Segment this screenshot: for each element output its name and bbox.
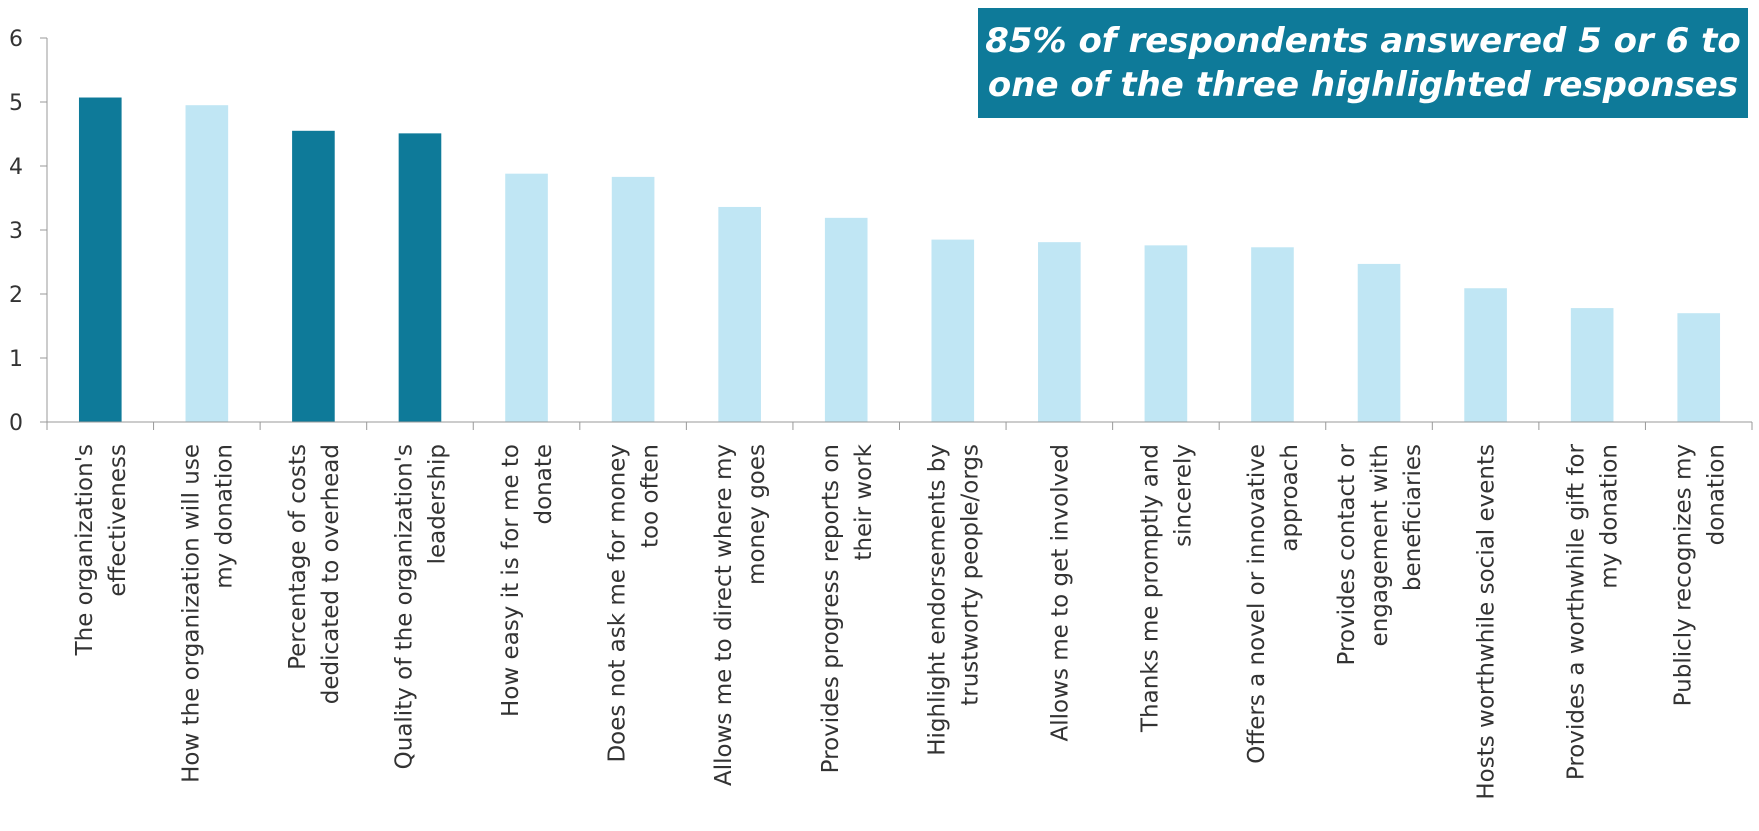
bars [78,97,1721,423]
x-tick-label: Hosts worthwhile social events [1474,444,1500,800]
x-tick-label: Provides progress reports on their work [818,443,877,773]
x-tick-label: How easy it is for me to donate [498,444,557,717]
bar [1357,263,1401,422]
y-tick-label: 4 [9,155,23,180]
y-axis: 0 1 2 3 4 5 6 [9,27,48,436]
bar [1464,288,1507,422]
y-tick-label: 1 [9,347,23,372]
bar [78,97,122,423]
bar [1677,313,1721,422]
x-tick-label: Allows me to direct where my money goes [711,444,770,786]
x-tick-label: Allows me to get involved [1047,444,1073,741]
x-tick-label: Thanks me promptly and sincerely [1137,444,1196,733]
callout-line-1: 85% of respondents answered 5 or 6 to [985,21,1741,61]
x-tick-label: The organization's effectiveness [72,444,131,656]
bar [505,173,548,422]
bar [611,176,655,422]
bar [718,206,761,422]
bar [398,133,442,423]
bar [292,130,335,423]
y-tick-label: 3 [9,219,23,244]
x-tick-label: Highlight endorsements by trustworty peop… [924,444,983,756]
x-tick-label: Provides contact or engagement with benefi… [1334,443,1426,665]
x-tick-label: Does not ask me for money too often [605,444,664,763]
y-tick-label: 5 [9,91,23,116]
y-tick-label: 2 [9,283,23,308]
x-tick-label: Quality of the organization's leadership [392,444,451,769]
bar [185,105,229,422]
x-tick-label: Percentage of costs dedicated to overhead [285,444,344,704]
x-tick-label: Offers a novel or innovative approach [1244,444,1303,764]
callout-box: 85% of respondents answered 5 or 6 to on… [978,8,1748,118]
x-tick-label: How the organization will use my donation [178,444,237,783]
y-tick-label: 6 [9,27,23,52]
y-tick-label: 0 [9,411,23,436]
bar [931,239,975,422]
x-tick-label: Provides a worthwhile gift for my donatio… [1564,443,1623,780]
bar [1144,245,1188,422]
bar [824,217,868,422]
x-axis: The organization's effectiveness How the o… [46,421,1753,800]
bar [1251,247,1294,422]
bar [1038,242,1081,422]
x-tick-label: Publicly recognizes my donation [1670,444,1729,706]
callout-line-2: one of the three highlighted responses [987,65,1739,105]
bar [1570,308,1614,422]
